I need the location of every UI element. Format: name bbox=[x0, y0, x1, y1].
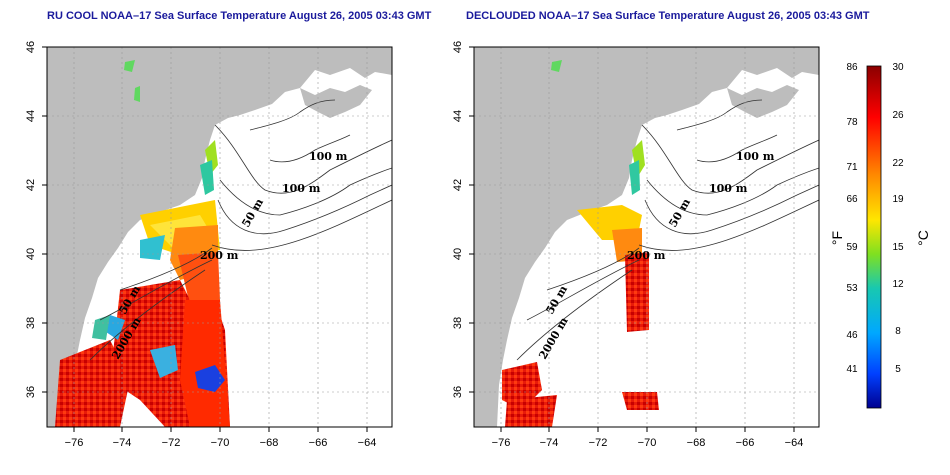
left-y-tick: 42 bbox=[25, 179, 37, 191]
left-x-tick: −74 bbox=[113, 437, 132, 449]
fahrenheit-label: 66 bbox=[846, 194, 858, 205]
right-grid bbox=[474, 47, 819, 427]
left-panel-title: RU COOL NOAA–17 Sea Surface Temperature … bbox=[47, 10, 432, 22]
left-map-panel: 100 m 100 m 50 m 200 m 50 m 2000 m −76 −… bbox=[25, 41, 393, 449]
left-contour-label-1: 100 m bbox=[309, 150, 348, 163]
fahrenheit-label: 53 bbox=[846, 283, 858, 294]
celsius-label: 12 bbox=[892, 279, 904, 290]
celsius-label: 5 bbox=[895, 364, 901, 375]
left-x-tick: −72 bbox=[162, 437, 181, 449]
right-y-tick: 38 bbox=[452, 317, 464, 329]
left-nova-scotia bbox=[300, 85, 372, 118]
right-contour-label-4: 200 m bbox=[627, 249, 666, 262]
left-x-tick: −68 bbox=[260, 437, 279, 449]
right-x-tick: −68 bbox=[687, 437, 706, 449]
right-y-tick: 36 bbox=[452, 386, 464, 398]
celsius-label: 22 bbox=[892, 158, 904, 169]
celsius-label: 30 bbox=[892, 62, 904, 73]
right-x-tick: −76 bbox=[492, 437, 511, 449]
left-contour-label-4: 200 m bbox=[200, 249, 239, 262]
fahrenheit-label: 86 bbox=[846, 62, 858, 73]
right-x-tick: −66 bbox=[736, 437, 755, 449]
fahrenheit-label: 41 bbox=[846, 364, 858, 375]
left-land-mass bbox=[47, 47, 392, 427]
celsius-label: 26 bbox=[892, 110, 904, 121]
right-x-tick: −70 bbox=[638, 437, 657, 449]
celsius-unit-label: °C bbox=[915, 230, 931, 246]
left-grid bbox=[47, 47, 392, 427]
right-nova-scotia bbox=[727, 85, 799, 118]
right-bathymetry-contours bbox=[516, 99, 819, 361]
right-y-tick: 40 bbox=[452, 248, 464, 260]
temperature-colorbar: 86 78 71 66 59 53 46 41 30 26 22 19 15 1… bbox=[829, 62, 931, 409]
right-x-tick-labels: −76 −74 −72 −70 −68 −66 −64 bbox=[492, 437, 804, 449]
right-axis-ticks bbox=[469, 46, 795, 432]
left-y-tick: 36 bbox=[25, 386, 37, 398]
left-x-tick: −64 bbox=[358, 437, 377, 449]
left-y-tick: 44 bbox=[25, 110, 37, 122]
left-bathymetry-contours bbox=[89, 99, 392, 361]
right-y-tick-labels: 46 44 42 40 38 36 bbox=[452, 41, 464, 398]
fahrenheit-label: 78 bbox=[846, 117, 858, 128]
left-y-tick-labels: 46 44 42 40 38 36 bbox=[25, 41, 37, 398]
right-y-tick: 46 bbox=[452, 41, 464, 53]
fahrenheit-label: 46 bbox=[846, 330, 858, 341]
colorbar-gradient bbox=[866, 65, 882, 409]
right-x-tick: −74 bbox=[540, 437, 559, 449]
fahrenheit-label: 71 bbox=[846, 162, 858, 173]
right-contour-label-1: 100 m bbox=[736, 150, 775, 163]
left-x-tick-labels: −76 −74 −72 −70 −68 −66 −64 bbox=[65, 437, 377, 449]
celsius-label: 19 bbox=[892, 194, 904, 205]
left-x-tick: −70 bbox=[211, 437, 230, 449]
celsius-label: 15 bbox=[892, 242, 904, 253]
left-y-tick: 38 bbox=[25, 317, 37, 329]
right-contour-label-2: 100 m bbox=[709, 182, 748, 195]
right-panel-title: DECLOUDED NOAA–17 Sea Surface Temperatur… bbox=[466, 10, 870, 22]
right-land-mass bbox=[474, 47, 819, 427]
left-contour-label-2: 100 m bbox=[282, 182, 321, 195]
left-y-tick: 40 bbox=[25, 248, 37, 260]
celsius-label: 8 bbox=[895, 326, 901, 337]
colorbar-fahrenheit-labels: 86 78 71 66 59 53 46 41 bbox=[846, 62, 858, 375]
left-axis-ticks bbox=[42, 46, 368, 432]
left-x-tick: −66 bbox=[309, 437, 328, 449]
right-y-tick: 42 bbox=[452, 179, 464, 191]
right-y-tick: 44 bbox=[452, 110, 464, 122]
left-x-tick: −76 bbox=[65, 437, 84, 449]
colorbar-celsius-labels: 30 26 22 19 15 12 8 5 bbox=[892, 62, 904, 375]
right-sst-swath bbox=[502, 60, 659, 427]
right-map-panel: 100 m 100 m 50 m 200 m 50 m 2000 m −76 −… bbox=[452, 41, 820, 449]
right-x-tick: −64 bbox=[785, 437, 804, 449]
fahrenheit-label: 59 bbox=[846, 242, 858, 253]
right-x-tick: −72 bbox=[589, 437, 608, 449]
left-y-tick: 46 bbox=[25, 41, 37, 53]
fahrenheit-unit-label: °F bbox=[829, 231, 845, 245]
